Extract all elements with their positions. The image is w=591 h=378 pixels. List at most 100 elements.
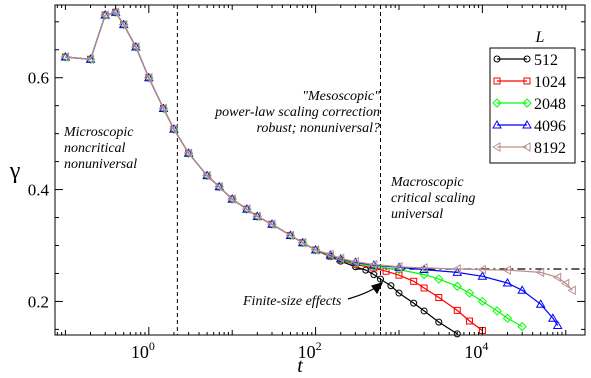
- data-point-4096: [183, 148, 194, 157]
- data-point-4096: [214, 181, 225, 191]
- data-point-2048: [464, 288, 475, 298]
- data-point-8192: [552, 272, 562, 283]
- data-point-8192: [393, 261, 403, 272]
- data-point-8192: [560, 278, 570, 289]
- data-point-4096: [502, 277, 513, 287]
- data-point-1024: [435, 294, 443, 302]
- data-point-8192: [118, 19, 128, 30]
- legend-marker: [521, 142, 531, 152]
- data-point-512: [420, 307, 428, 315]
- data-point-8192: [419, 263, 428, 273]
- data-point-4096: [118, 19, 129, 29]
- data-point-2048: [502, 313, 513, 323]
- data-point-512: [453, 330, 461, 338]
- data-point-1024: [465, 317, 473, 325]
- data-point-4096: [242, 204, 252, 213]
- y-tick-label: 0.6: [28, 69, 49, 88]
- series-line-512: [65, 11, 458, 335]
- legend-marker: [491, 142, 501, 152]
- legend-label: 4096: [534, 118, 566, 135]
- data-point-512: [362, 266, 370, 274]
- data-point-4096: [252, 211, 263, 220]
- legend-marker: [523, 55, 531, 63]
- data-point-4096: [548, 313, 558, 322]
- legend-label: 512: [534, 52, 558, 69]
- x-tick-label-exponent: 0: [149, 339, 155, 353]
- data-point-8192: [266, 219, 276, 230]
- x-tick-label-base: 10: [464, 342, 482, 362]
- data-point-4096: [131, 41, 141, 51]
- x-tick-label-base: 10: [298, 342, 316, 362]
- annotation-macro-line3: universal: [391, 207, 443, 222]
- data-point-4096: [143, 72, 154, 82]
- data-point-512: [410, 299, 418, 307]
- annotation-meso-line2: power-law scaling correction: [214, 105, 380, 120]
- legend-title: L: [535, 29, 545, 46]
- annotation-micro-line1: Microscopic: [63, 125, 134, 140]
- legend-label: 1024: [534, 74, 566, 91]
- data-point-4096: [158, 103, 169, 112]
- data-point-8192: [335, 253, 345, 264]
- data-point-8192: [285, 230, 294, 241]
- data-point-8192: [477, 264, 486, 275]
- data-point-8192: [168, 124, 178, 135]
- legend-marker: [493, 77, 501, 85]
- data-point-2048: [434, 274, 444, 284]
- data-point-8192: [158, 103, 167, 114]
- data-point-4096: [325, 250, 336, 259]
- x-tick-label-exponent: 2: [316, 339, 322, 353]
- data-point-4096: [535, 299, 546, 308]
- data-point-8192: [183, 148, 193, 159]
- series-layer: [60, 7, 576, 338]
- data-point-8192: [350, 256, 359, 267]
- plot-frame: [54, 4, 586, 336]
- data-point-512: [435, 318, 443, 326]
- legend: L 512 1024 2048 4096 8192: [489, 29, 576, 164]
- x-tick-label: 100: [131, 339, 155, 362]
- data-point-8192: [100, 10, 109, 20]
- data-point-8192: [214, 181, 223, 192]
- annotation-macro-line1: Macroscopic: [390, 175, 464, 190]
- legend-item-512: 512: [493, 52, 558, 69]
- data-point-4096: [227, 194, 238, 203]
- legend-marker: [522, 98, 532, 108]
- data-point-8192: [452, 264, 461, 274]
- data-point-8192: [325, 249, 334, 260]
- x-tick-label: 104: [464, 339, 488, 362]
- annotation-finite-size: Finite-size effects: [242, 294, 342, 309]
- y-tick-label: 0.4: [28, 181, 50, 200]
- annotation-macro-line2: critical scaling: [391, 191, 475, 206]
- data-point-4096: [202, 170, 212, 180]
- data-point-4096: [517, 285, 528, 294]
- data-point-4096: [477, 271, 488, 280]
- annotation-meso-line1: "Mesoscopic": [302, 89, 380, 104]
- legend-marker: [492, 119, 502, 129]
- data-point-4096: [552, 320, 563, 329]
- legend-marker: [522, 119, 532, 129]
- data-point-8192: [502, 265, 511, 275]
- data-point-8192: [227, 194, 236, 204]
- data-point-8192: [368, 259, 378, 270]
- x-tick-label-exponent: 4: [482, 339, 488, 353]
- annotation-meso-line3: robust; nonuniversal?: [256, 121, 380, 136]
- data-point-8192: [60, 52, 69, 62]
- annotation-micro-line2: noncritical: [64, 141, 126, 156]
- y-tick-label: 0.2: [28, 292, 49, 311]
- data-point-4096: [297, 237, 308, 247]
- legend-label: 2048: [534, 96, 566, 113]
- y-axis-label: γ: [9, 158, 21, 184]
- legend-marker: [492, 98, 502, 108]
- data-point-4096: [169, 124, 179, 133]
- data-point-512: [376, 275, 384, 283]
- data-point-4096: [60, 52, 71, 61]
- legend-item-1024: 1024: [493, 74, 566, 91]
- data-point-8192: [310, 245, 320, 255]
- legend-label: 8192: [534, 140, 566, 157]
- x-axis-label: t: [297, 355, 303, 377]
- series-8192: [60, 7, 576, 296]
- data-point-2048: [419, 269, 429, 280]
- data-point-4096: [285, 230, 296, 239]
- data-point-8192: [252, 211, 261, 222]
